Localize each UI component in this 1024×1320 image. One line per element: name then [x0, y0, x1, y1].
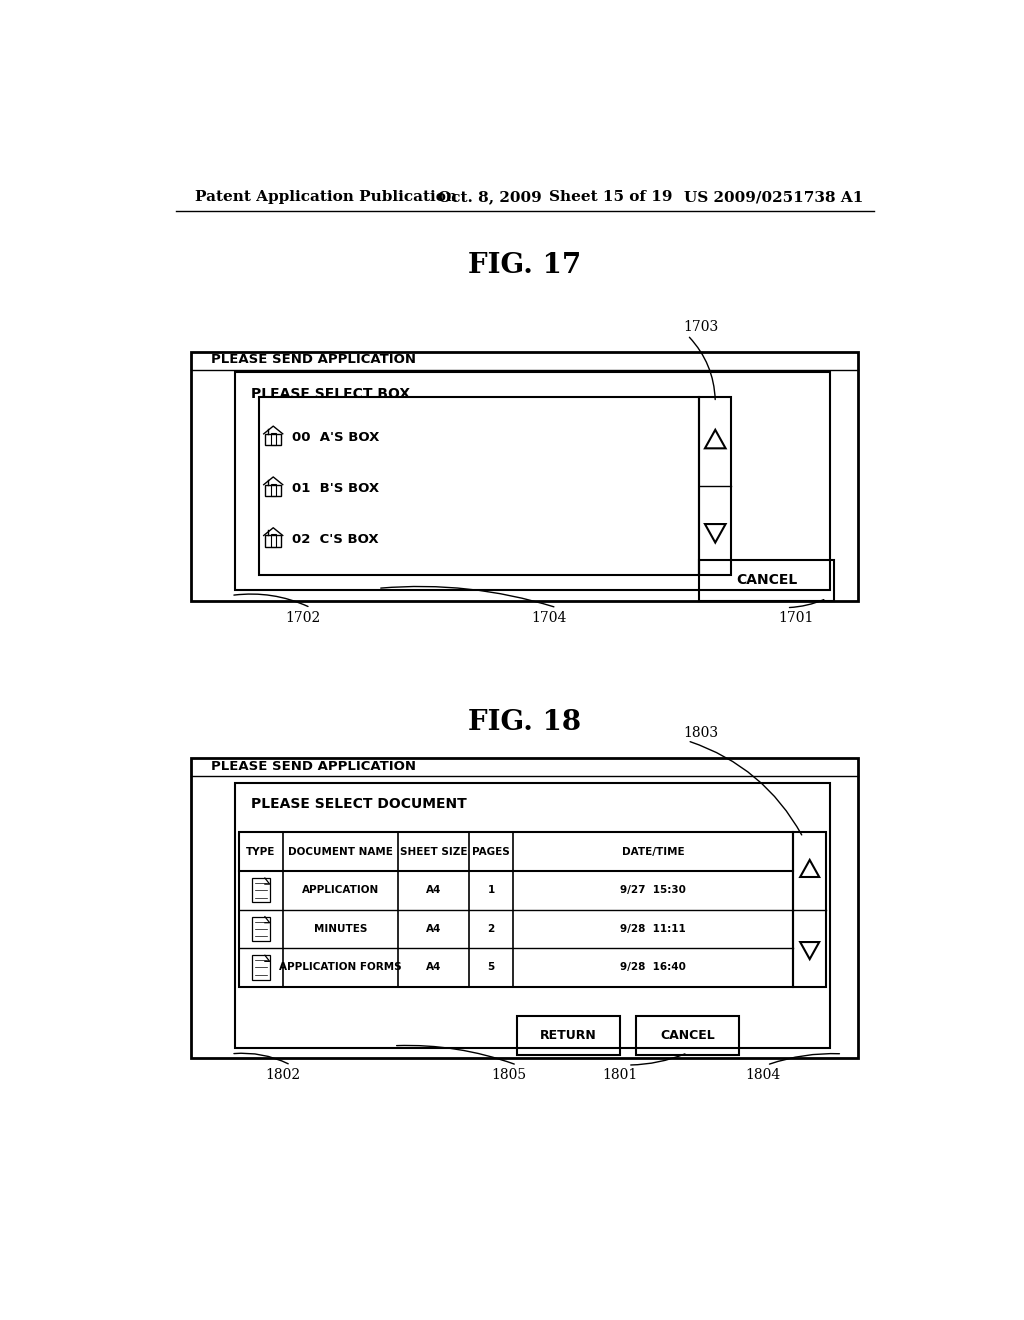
Text: 1801: 1801: [602, 1068, 638, 1082]
Text: 1704: 1704: [530, 611, 566, 624]
Text: 5: 5: [487, 962, 495, 973]
Text: A4: A4: [426, 924, 441, 933]
Text: 01  B'S BOX: 01 B'S BOX: [292, 482, 380, 495]
Text: 1805: 1805: [492, 1068, 526, 1082]
Text: CANCEL: CANCEL: [736, 573, 798, 587]
Bar: [191, 351, 858, 601]
Text: PAGES: PAGES: [472, 846, 510, 857]
Bar: [252, 916, 269, 941]
Text: Oct. 8, 2009: Oct. 8, 2009: [437, 190, 542, 205]
Text: Patent Application Publication: Patent Application Publication: [196, 190, 458, 205]
Text: 02  C'S BOX: 02 C'S BOX: [292, 533, 379, 546]
Text: FIG. 18: FIG. 18: [468, 709, 582, 737]
Bar: [270, 483, 275, 496]
Text: RETURN: RETURN: [540, 1030, 597, 1041]
Text: PLEASE SEND APPLICATION: PLEASE SEND APPLICATION: [211, 354, 417, 366]
Text: FIG. 17: FIG. 17: [468, 252, 582, 279]
Text: US 2009/0251738 A1: US 2009/0251738 A1: [684, 190, 863, 205]
Text: 9/28  16:40: 9/28 16:40: [620, 962, 686, 973]
Text: PLEASE SELECT BOX: PLEASE SELECT BOX: [251, 387, 411, 401]
Text: 9/28  11:11: 9/28 11:11: [621, 924, 686, 933]
Text: 1701: 1701: [778, 611, 814, 624]
Text: Sheet 15 of 19: Sheet 15 of 19: [549, 190, 672, 205]
Text: CANCEL: CANCEL: [660, 1030, 715, 1041]
Text: 00  A'S BOX: 00 A'S BOX: [292, 432, 380, 445]
Text: PLEASE SELECT DOCUMENT: PLEASE SELECT DOCUMENT: [251, 797, 467, 810]
Bar: [236, 784, 830, 1048]
Text: 1: 1: [487, 886, 495, 895]
Text: 1703: 1703: [684, 321, 719, 334]
Text: 9/27  15:30: 9/27 15:30: [620, 886, 686, 895]
Bar: [265, 484, 282, 496]
Bar: [270, 433, 275, 445]
Text: MINUTES: MINUTES: [313, 924, 367, 933]
Text: 2: 2: [487, 924, 495, 933]
Bar: [517, 1016, 621, 1055]
Bar: [699, 397, 731, 576]
Bar: [793, 833, 826, 987]
Text: APPLICATION: APPLICATION: [302, 886, 379, 895]
Text: A4: A4: [426, 886, 441, 895]
Bar: [191, 758, 858, 1057]
Text: APPLICATION FORMS: APPLICATION FORMS: [279, 962, 401, 973]
Text: DATE/TIME: DATE/TIME: [622, 846, 684, 857]
Bar: [699, 560, 835, 601]
Bar: [236, 372, 830, 590]
Bar: [259, 397, 699, 576]
Text: SHEET SIZE: SHEET SIZE: [399, 846, 467, 857]
Bar: [270, 535, 275, 546]
Text: TYPE: TYPE: [246, 846, 275, 857]
Bar: [265, 536, 282, 546]
Bar: [252, 878, 269, 903]
Bar: [265, 434, 282, 445]
Text: 1804: 1804: [745, 1068, 780, 1082]
Text: 1702: 1702: [285, 611, 321, 624]
Text: 1803: 1803: [684, 726, 719, 739]
Bar: [252, 956, 269, 979]
Text: 1802: 1802: [265, 1068, 300, 1082]
Bar: [240, 833, 793, 987]
Text: A4: A4: [426, 962, 441, 973]
Bar: [636, 1016, 739, 1055]
Text: DOCUMENT NAME: DOCUMENT NAME: [288, 846, 393, 857]
Text: PLEASE SEND APPLICATION: PLEASE SEND APPLICATION: [211, 760, 417, 772]
